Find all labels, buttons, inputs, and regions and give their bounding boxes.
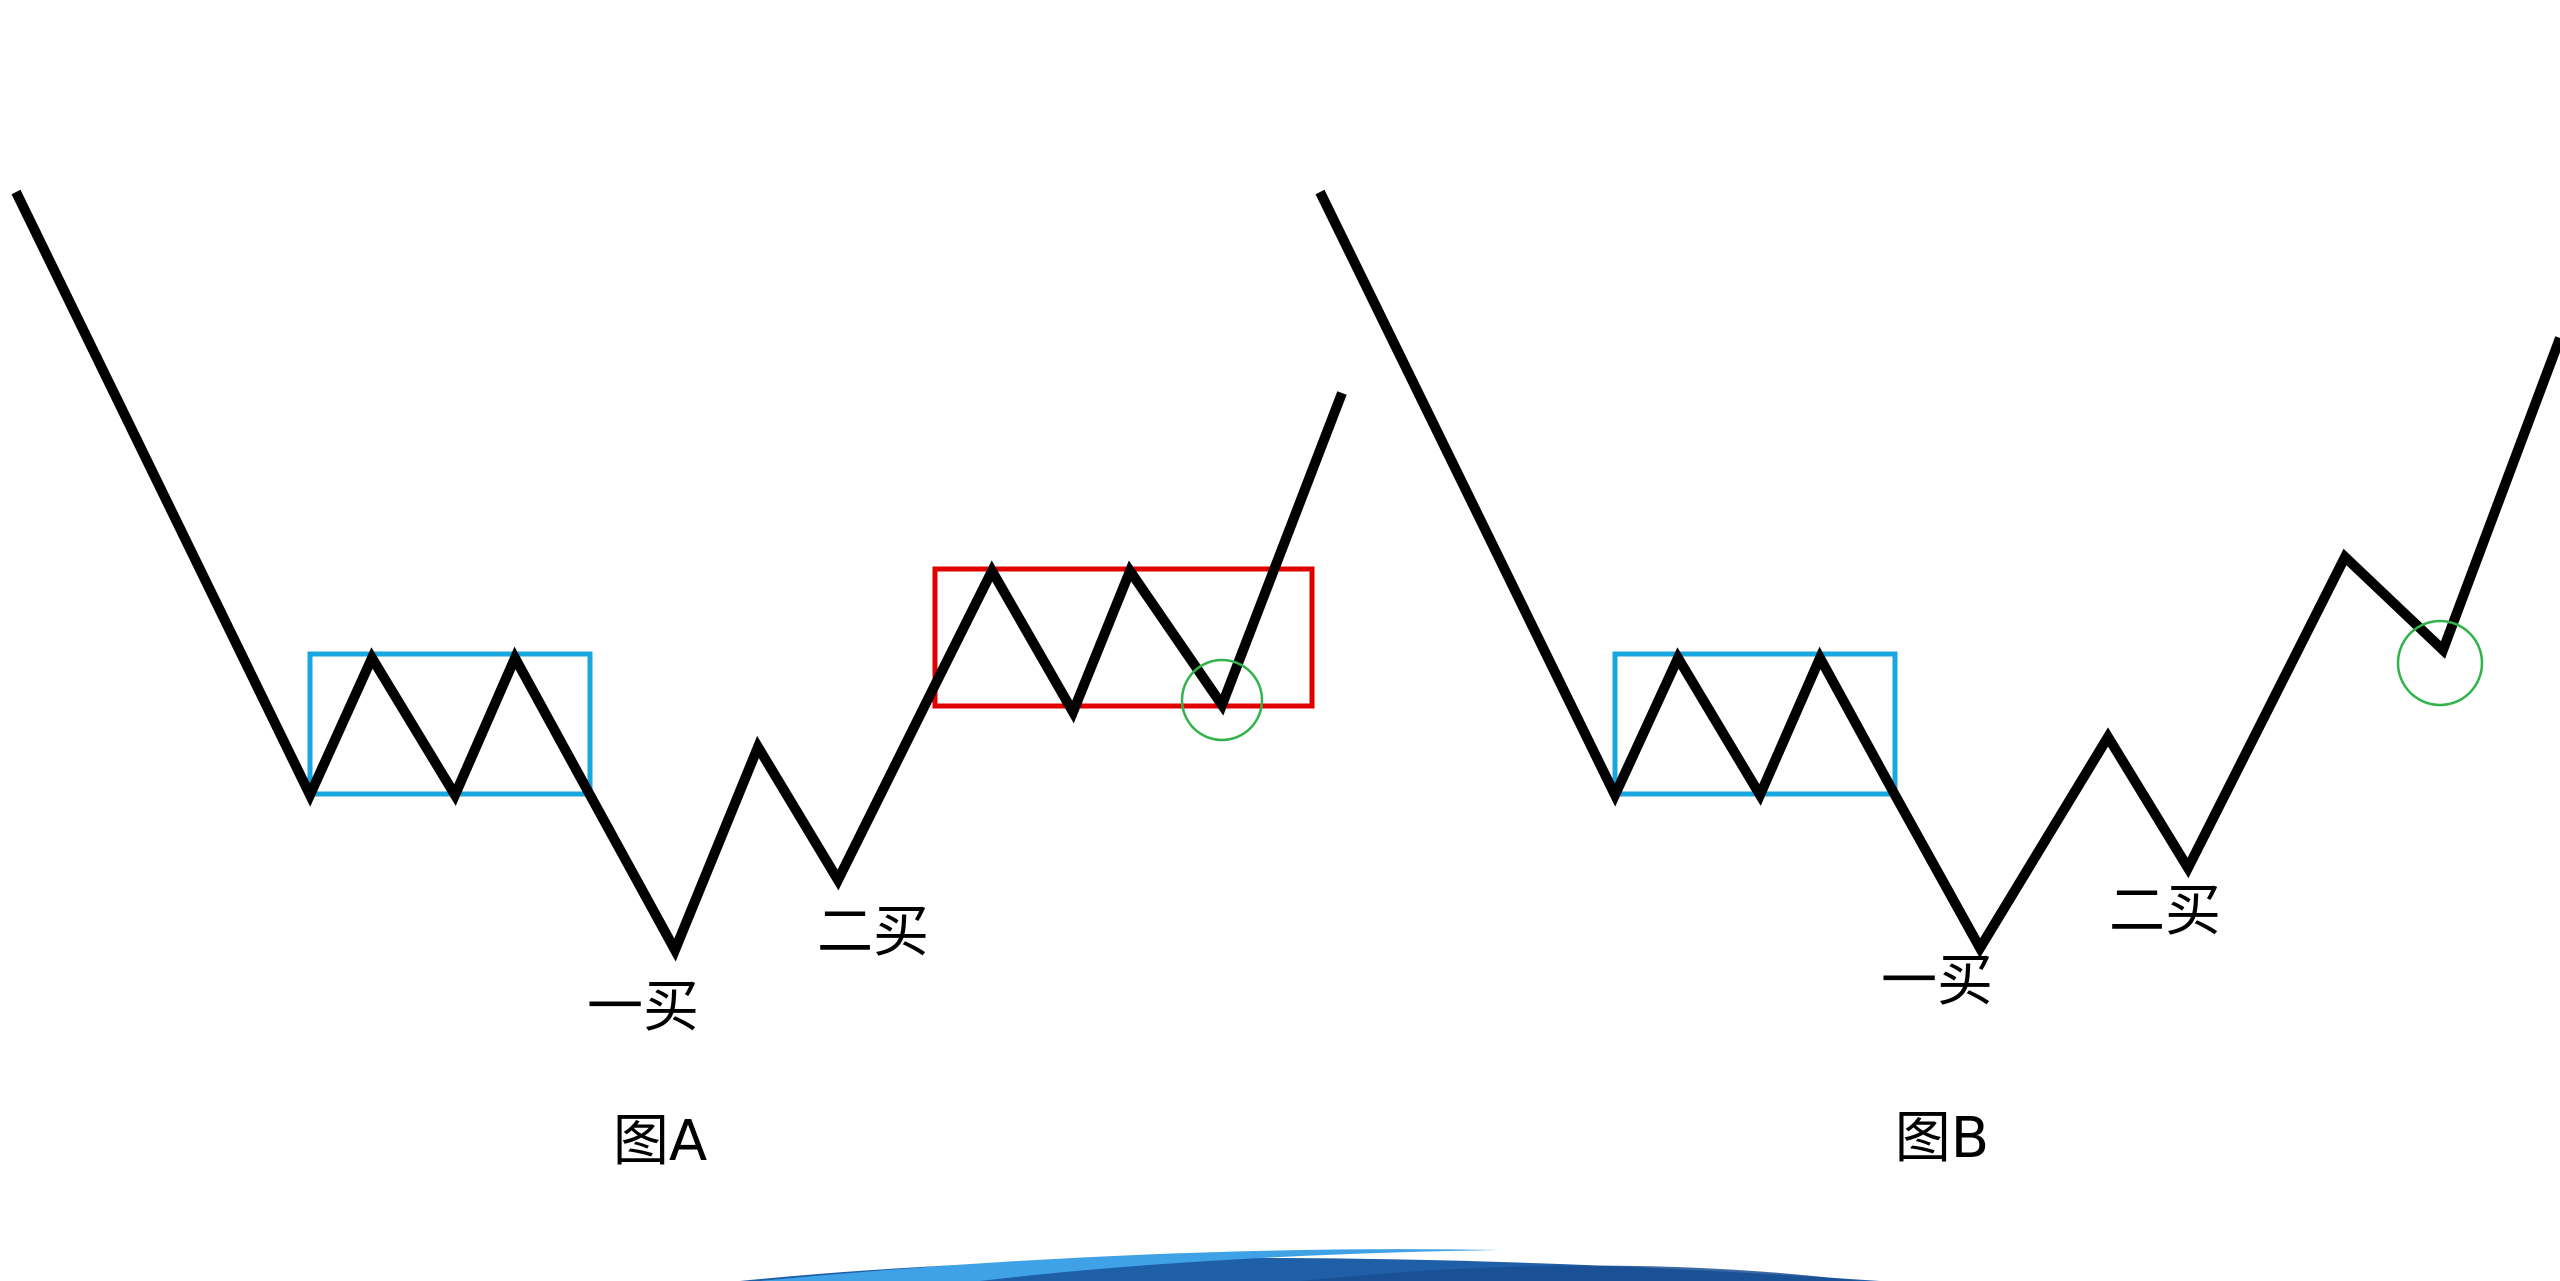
diagram-b: 一买 二买 图B [1315,189,2560,1171]
diagram-a-caption: 图A [613,1109,707,1174]
diagram-a-first-buy-label: 一买 [587,975,699,1040]
diagram-a: 一买 二买 图A [11,189,1347,1174]
diagram-a-price-line [11,189,1347,962]
diagram-b-caption: 图B [1895,1106,1989,1171]
diagram-a-second-buy-label: 二买 [817,900,929,965]
diagram-b-first-buy-label: 一买 [1881,949,1993,1014]
diagram-b-second-buy-label: 二买 [2109,879,2221,944]
diagram-b-price-line [1315,189,2560,958]
diagram-b-highlight-circle [2396,619,2484,707]
diagram-a-pivot-box-2 [932,566,1315,709]
diagram-a-highlight-circle [1180,658,1264,742]
decorative-swoosh [740,1249,1880,1281]
